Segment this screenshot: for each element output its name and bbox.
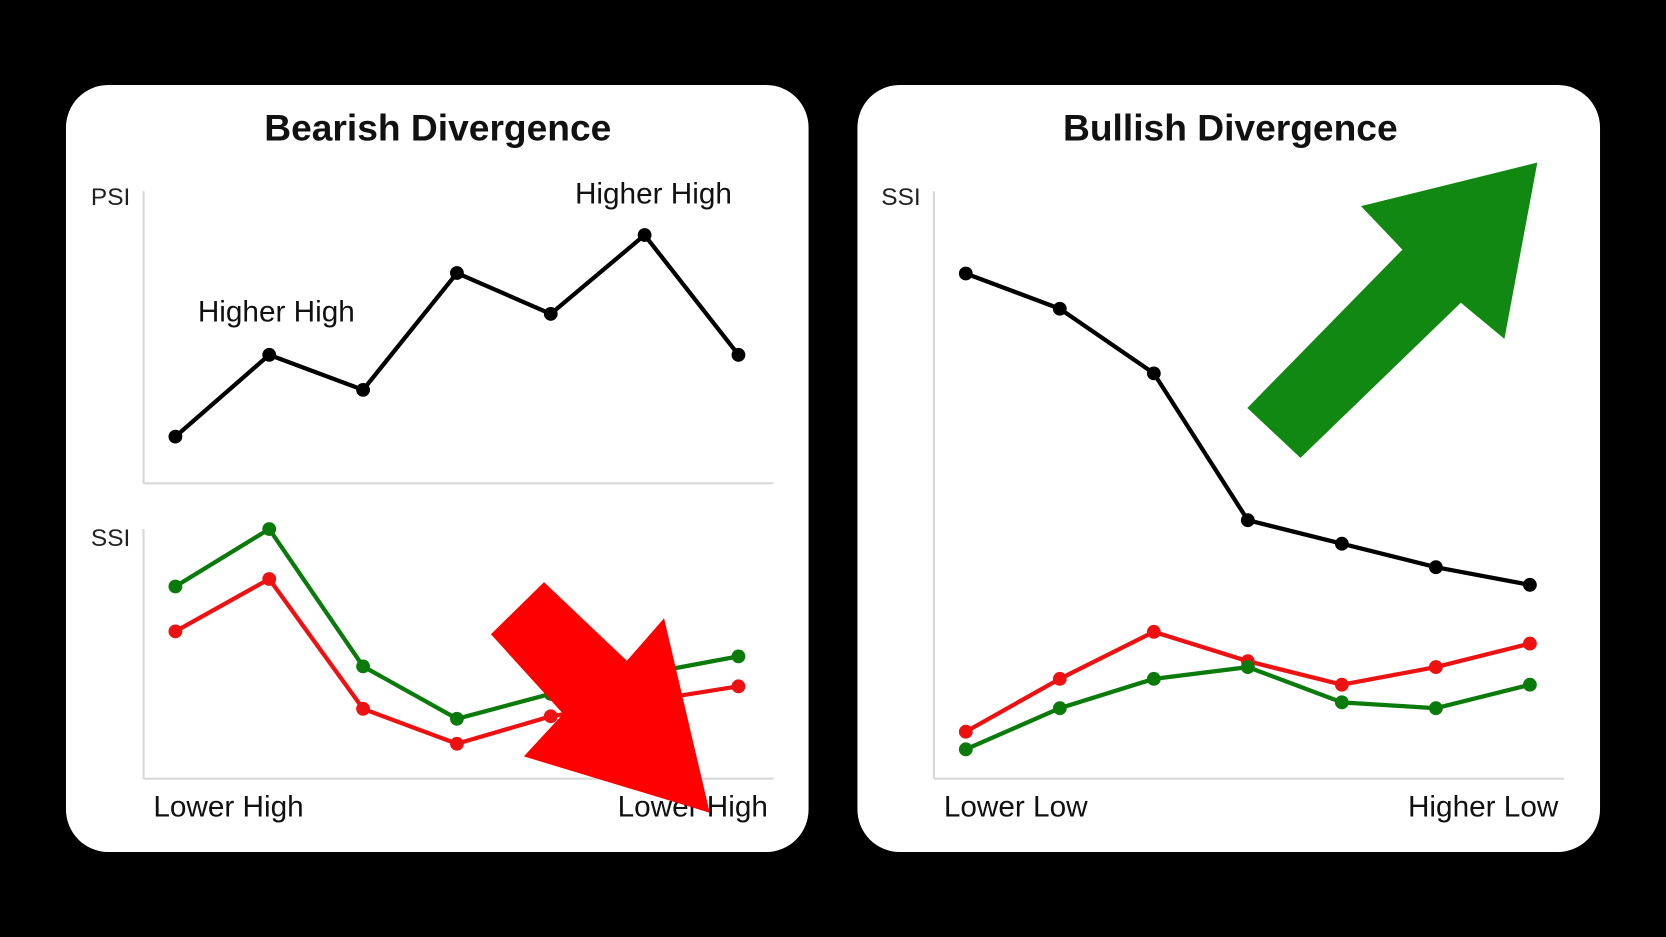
down-arrow — [490, 582, 710, 813]
y-axis-label: SSI — [91, 525, 130, 552]
up-arrow — [1247, 162, 1538, 458]
data-point — [1428, 701, 1443, 716]
data-point — [543, 709, 558, 724]
data-point — [958, 742, 973, 757]
data-point — [1146, 671, 1161, 686]
data-point — [1052, 671, 1067, 686]
data-point — [262, 347, 277, 362]
data-point — [1334, 695, 1349, 710]
data-point — [1523, 577, 1537, 592]
chart-title: Bearish Divergence — [264, 106, 611, 148]
data-point — [262, 572, 277, 586]
annotation: Higher High — [198, 295, 355, 328]
data-point — [262, 522, 277, 536]
chart-title: Bullish Divergence — [1063, 106, 1398, 148]
data-point — [168, 429, 183, 444]
data-point — [731, 679, 746, 694]
data-point — [1240, 513, 1255, 528]
data-point — [958, 724, 973, 739]
data-point — [1052, 301, 1067, 316]
data-point — [1428, 560, 1443, 575]
data-point — [356, 701, 370, 716]
y-axis-label: SSI — [881, 184, 920, 211]
annotation: Higher High — [575, 177, 732, 210]
annotation: Higher Low — [1408, 790, 1559, 823]
annotation: Lower Low — [944, 790, 1088, 823]
data-point — [450, 266, 464, 280]
data-point — [1334, 677, 1349, 692]
data-point — [1052, 701, 1067, 716]
data-point — [1523, 677, 1537, 692]
data-point — [543, 307, 558, 321]
data-point — [731, 347, 746, 362]
data-point — [1240, 660, 1255, 674]
data-point — [1146, 624, 1161, 639]
data-point — [1523, 636, 1537, 651]
annotation: Lower High — [153, 790, 303, 823]
data-point — [450, 736, 464, 751]
data-point — [356, 382, 370, 397]
y-axis-label: PSI — [91, 184, 130, 211]
data-point — [958, 266, 973, 281]
data-point — [168, 624, 183, 639]
data-point — [356, 659, 370, 674]
data-point — [637, 228, 652, 242]
data-point — [168, 579, 183, 594]
data-point — [450, 711, 464, 726]
data-point — [731, 649, 746, 664]
data-point — [1334, 536, 1349, 551]
data-point — [1146, 366, 1161, 381]
data-point — [1428, 660, 1443, 674]
